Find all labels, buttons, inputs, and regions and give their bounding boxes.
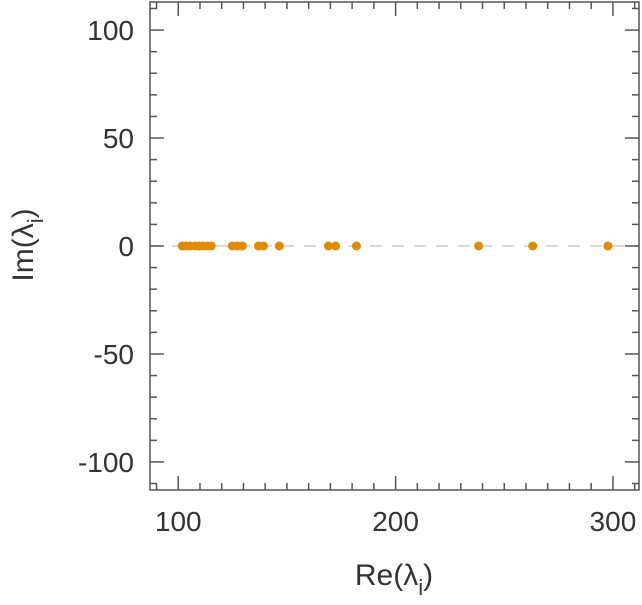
data-point [206,241,216,251]
data-point [323,241,333,251]
data-point [474,241,484,251]
y-tick-label: 50 [103,123,134,154]
y-tick-label: 100 [87,15,134,46]
x-tick-label: 300 [590,506,637,537]
y-tick-label: -50 [94,339,134,370]
x-axis-label: Re(λi) [355,559,433,600]
data-points [177,241,613,251]
data-point [528,241,538,251]
tick-labels: 100 200 300 100 50 0 -50 -100 [78,15,636,537]
data-point [331,241,341,251]
data-point [237,241,247,251]
data-point [603,241,613,251]
data-point [351,241,361,251]
axis-ticks [150,2,639,490]
x-tick-label: 200 [372,506,419,537]
plot-frame [149,1,640,491]
data-point [258,241,268,251]
y-axis-label: Im(λi) [7,208,48,281]
data-point [274,241,284,251]
y-tick-label: -100 [78,447,134,478]
x-tick-label: 100 [155,506,202,537]
y-tick-label: 0 [118,231,134,262]
